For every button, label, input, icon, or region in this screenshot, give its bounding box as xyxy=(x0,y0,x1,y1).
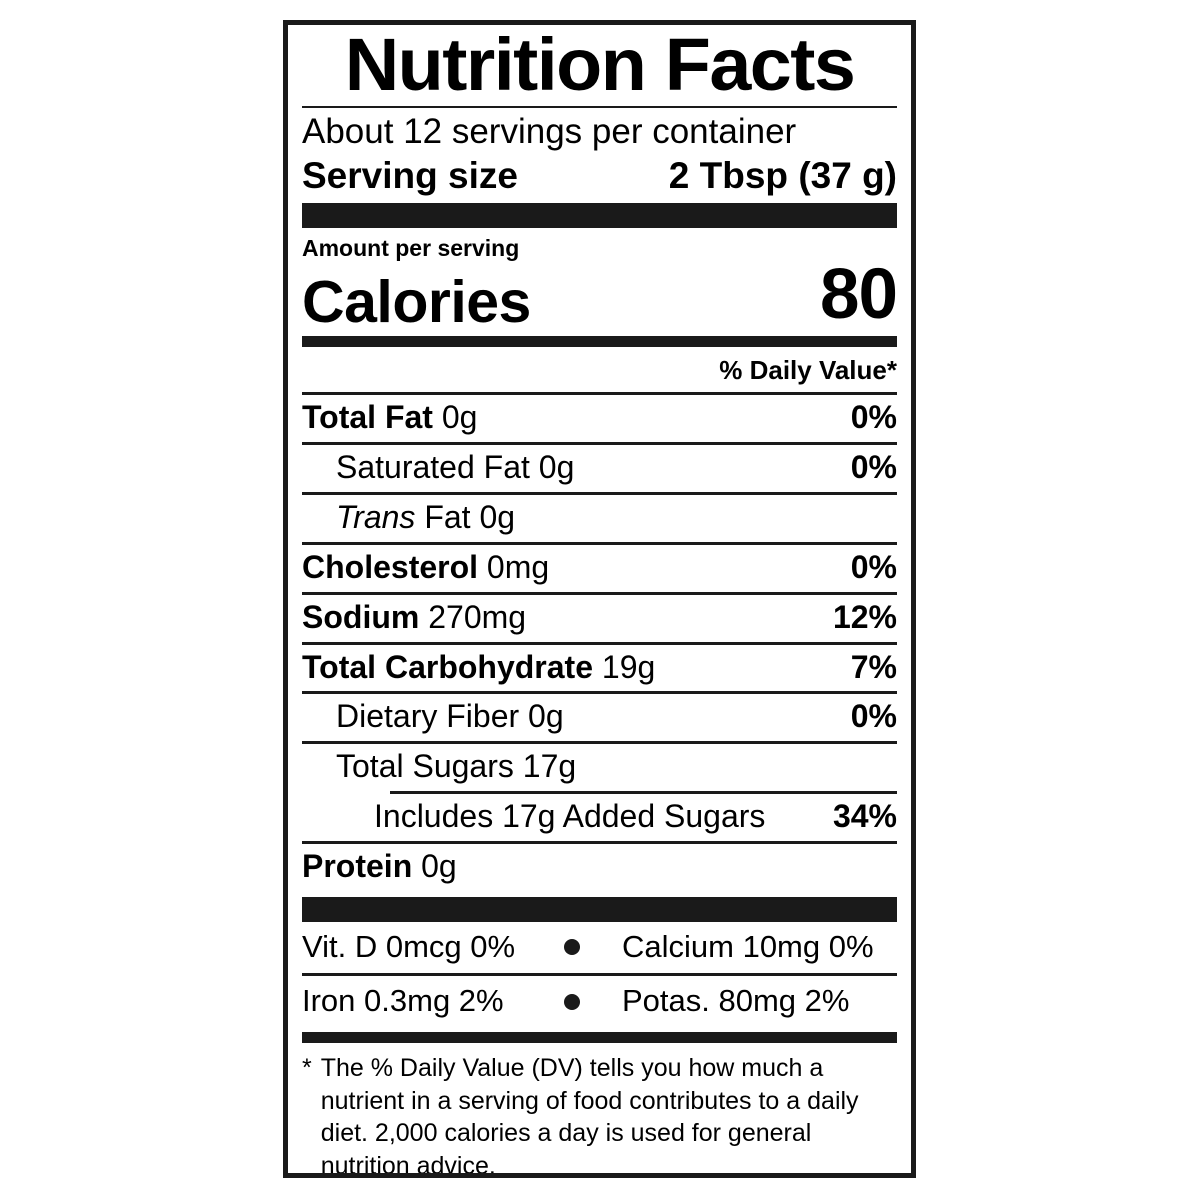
nutrient-amount: 0g xyxy=(528,698,564,735)
nutrition-facts-label: Nutrition Facts About 12 servings per co… xyxy=(283,20,916,1178)
micronutrient-iron: Iron 0.3mg 2% xyxy=(302,983,504,1019)
nutrient-row-cholesterol: Cholesterol 0mg 0% xyxy=(302,545,897,592)
nutrient-dv: 0% xyxy=(850,399,897,436)
nutrient-row-total-carbohydrate: Total Carbohydrate 19g 7% xyxy=(302,645,897,692)
row-divider xyxy=(302,840,897,844)
nutrient-name: Dietary Fiber xyxy=(336,698,520,735)
micronutrient-row-1: Vit. D 0mcg 0% Calcium 10mg 0% xyxy=(302,922,897,974)
calories-row: Calories 80 xyxy=(302,254,898,335)
nutrient-amount: 17g xyxy=(522,748,577,785)
daily-value-footnote: * The % Daily Value (DV) tells you how m… xyxy=(302,1043,897,1178)
nutrient-name: Sodium xyxy=(302,598,420,635)
nutrient-name: Total Carbohydrate xyxy=(302,648,593,685)
row-divider xyxy=(302,492,897,496)
micronutrient-row-2: Iron 0.3mg 2% Potas. 80mg 2% xyxy=(302,976,897,1028)
nutrient-name: Total Fat xyxy=(302,399,433,436)
calories-label: Calories xyxy=(302,268,531,335)
row-divider xyxy=(302,691,897,695)
nutrient-amount: 270mg xyxy=(428,598,527,635)
nutrient-amount: 0mg xyxy=(486,548,550,585)
micronutrient-vitamin-d: Vit. D 0mcg 0% xyxy=(302,928,516,964)
row-divider xyxy=(302,741,897,745)
nutrient-amount: Fat 0g xyxy=(424,499,516,536)
nutrient-row-total-fat: Total Fat 0g 0% xyxy=(302,395,897,442)
nutrient-amount: 19g xyxy=(601,648,656,685)
nutrient-dv: 7% xyxy=(850,648,897,685)
micronutrient-potassium: Potas. 80mg 2% xyxy=(622,983,850,1019)
label-title: Nutrition Facts xyxy=(344,23,856,106)
nutrient-amount: 0g xyxy=(421,847,457,884)
nutrient-name: Includes 17g Added Sugars xyxy=(374,798,766,835)
nutrient-name: Protein xyxy=(302,847,413,884)
micronutrient-calcium: Calcium 10mg 0% xyxy=(622,928,874,964)
nutrient-name: Total Sugars xyxy=(336,748,514,785)
nutrient-row-trans-fat: Trans Fat 0g xyxy=(302,495,897,542)
footnote-body: The % Daily Value (DV) tells you how muc… xyxy=(320,1054,859,1178)
nutrient-amount: 0g xyxy=(441,399,478,436)
nutrient-dv: 0% xyxy=(850,698,897,735)
calories-separator-bar xyxy=(302,335,897,347)
serving-size-value: 2 Tbsp (37 g) xyxy=(668,154,897,196)
servings-per-container: About 12 servings per container xyxy=(302,112,797,152)
nutrient-row-protein: Protein 0g xyxy=(302,844,897,891)
nutrient-row-dietary-fiber: Dietary Fiber 0g 0% xyxy=(302,694,897,741)
serving-size-label: Serving size xyxy=(302,154,518,196)
nutrient-amount: 0g xyxy=(538,449,575,486)
row-divider xyxy=(302,973,897,977)
title-divider xyxy=(302,106,897,109)
protein-separator-bar xyxy=(302,896,897,922)
row-divider xyxy=(302,591,897,595)
nutrient-dv: 0% xyxy=(850,548,897,585)
nutrient-row-total-sugars: Total Sugars 17g xyxy=(302,744,897,791)
nutrient-row-saturated-fat: Saturated Fat 0g 0% xyxy=(302,445,897,492)
row-divider xyxy=(302,442,897,446)
serving-size-row: Serving size 2 Tbsp (37 g) xyxy=(302,154,897,198)
nutrient-dv: 34% xyxy=(832,798,897,835)
nutrient-name: Saturated Fat xyxy=(336,449,530,486)
nutrient-name: Cholesterol xyxy=(302,548,479,585)
nutrient-name: Trans xyxy=(336,499,416,536)
serving-size-separator-bar xyxy=(302,203,897,229)
nutrient-dv: 12% xyxy=(832,598,897,635)
calories-value: 80 xyxy=(820,254,898,334)
nutrient-row-sodium: Sodium 270mg 12% xyxy=(302,595,897,642)
nutrient-row-added-sugars: Includes 17g Added Sugars 34% xyxy=(302,794,897,841)
footnote-asterisk: * xyxy=(302,1054,312,1083)
footnote-separator-bar xyxy=(302,1032,897,1044)
daily-value-header: % Daily Value* xyxy=(719,354,897,385)
bullet-separator-icon xyxy=(564,993,580,1010)
row-divider xyxy=(302,392,897,396)
bullet-separator-icon xyxy=(564,939,580,956)
amount-per-serving-label: Amount per serving xyxy=(302,235,520,262)
row-divider xyxy=(302,541,897,545)
row-divider-indented xyxy=(390,791,897,795)
row-divider xyxy=(302,641,897,645)
nutrient-dv: 0% xyxy=(850,449,897,486)
